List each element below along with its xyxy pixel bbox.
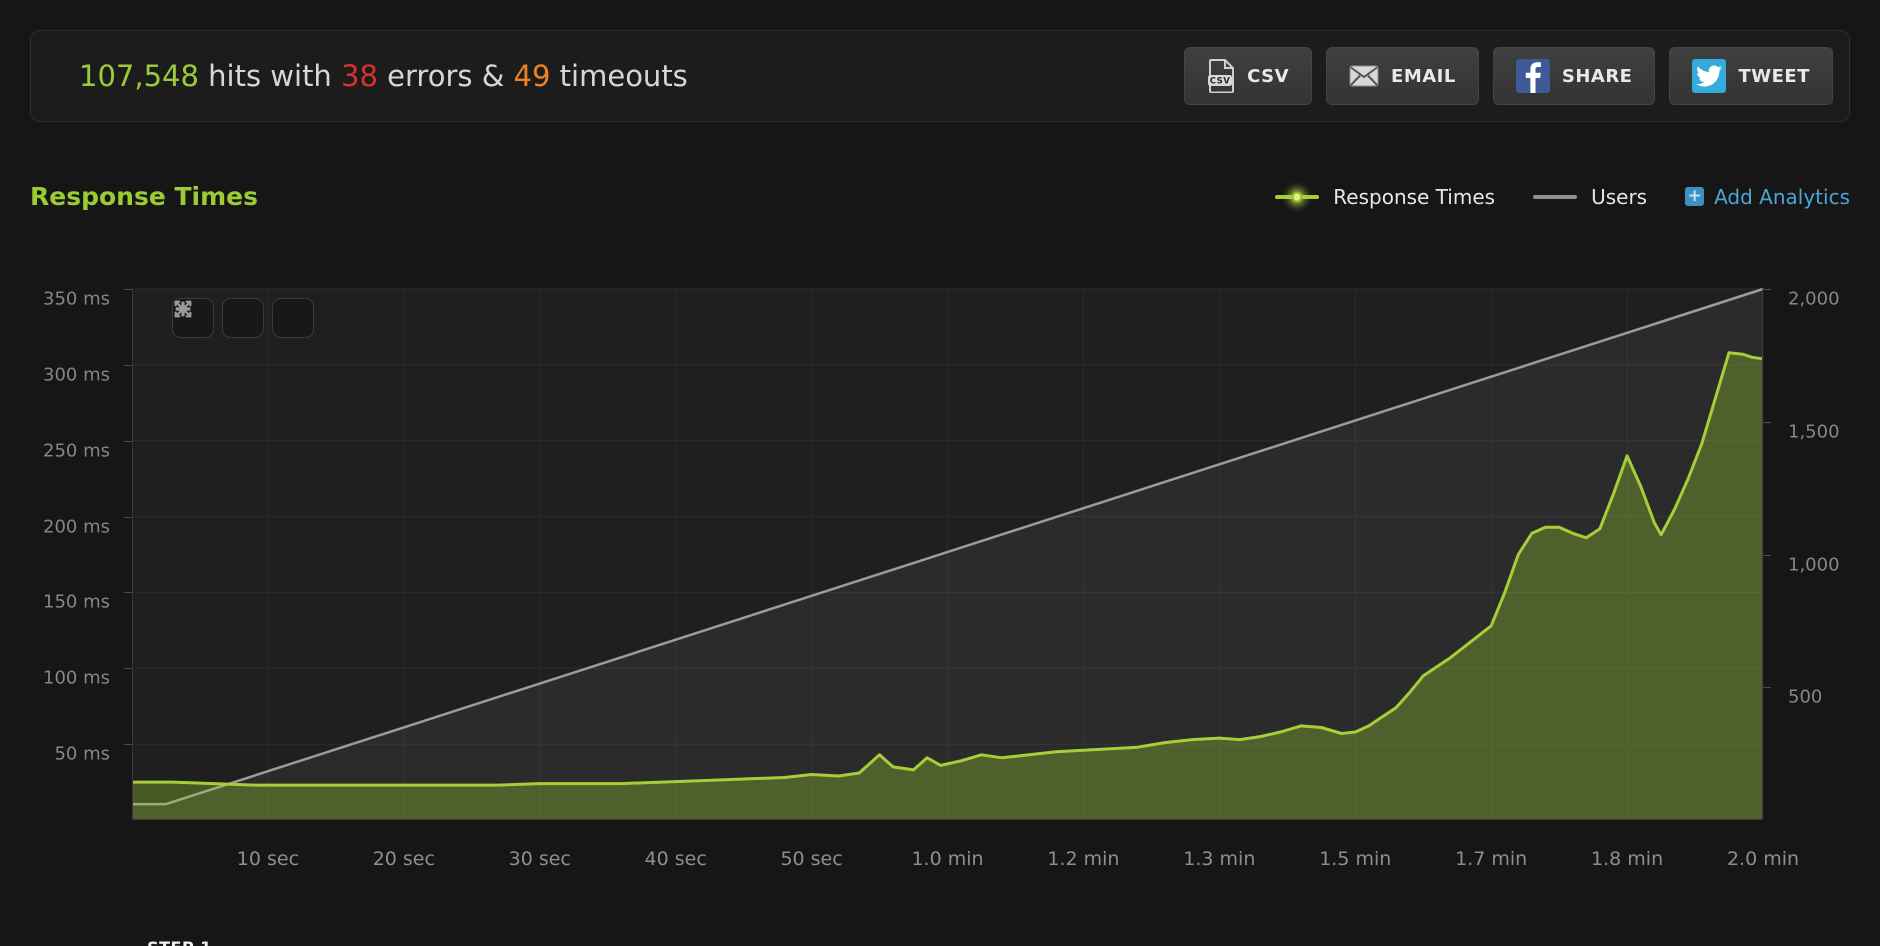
legend-response-times[interactable]: Response Times	[1275, 185, 1495, 209]
y-axis-label-right: 2,000	[1788, 288, 1840, 310]
x-axis-label: 1.3 min	[1183, 848, 1256, 870]
add-analytics-link[interactable]: + Add Analytics	[1685, 185, 1850, 209]
x-axis-label: 2.0 min	[1726, 848, 1800, 870]
x-axis-label: 20 sec	[372, 848, 435, 870]
x-axis-label: 50 sec	[780, 848, 843, 870]
y-axis-label-left: 350 ms	[43, 288, 110, 310]
timeouts-count: 49	[513, 59, 551, 93]
hits-count: 107,548	[79, 59, 199, 93]
chart-zoom-controls	[172, 298, 314, 338]
page-title: Response Times	[30, 182, 259, 211]
response-line-swatch-icon	[1275, 191, 1320, 202]
twitter-icon	[1692, 59, 1727, 93]
envelope-icon	[1349, 65, 1379, 87]
x-axis-label: 1.5 min	[1319, 848, 1392, 870]
legend-users[interactable]: Users	[1533, 185, 1647, 209]
x-axis-label: 30 sec	[508, 848, 571, 870]
zoom-in-icon[interactable]	[175, 298, 314, 338]
share-facebook-button[interactable]: SHARE	[1492, 47, 1656, 105]
csv-file-icon: CSV	[1207, 59, 1235, 93]
y-axis-label-left: 200 ms	[43, 516, 110, 538]
csv-button[interactable]: CSV CSV	[1184, 47, 1313, 105]
response-times-chart[interactable]: 50 ms 100 ms 150 ms 200 ms 250 ms 300 ms 350 m…	[43, 287, 1840, 870]
zoom-out-icon[interactable]	[175, 298, 264, 338]
x-axis-label: 40 sec	[644, 848, 707, 870]
hits-suffix: hits with	[198, 59, 342, 93]
tweet-button-label: TWEET	[1738, 65, 1810, 87]
chart-header-row: Response Times Response Times Users + Ad…	[30, 182, 1850, 211]
step-1-label: STEP 1	[135, 938, 224, 946]
y-axis-label-left: 250 ms	[43, 440, 110, 462]
email-button[interactable]: EMAIL	[1326, 47, 1479, 105]
tweet-button[interactable]: TWEET	[1669, 47, 1833, 105]
csv-button-label: CSV	[1247, 65, 1290, 87]
step-1-panel: STEP 1	[63, 938, 296, 946]
y-axis-label-left: 50 ms	[54, 743, 110, 765]
export-toolbar: CSV CSV EMAIL SHARE	[1184, 47, 1833, 105]
facebook-icon	[1515, 59, 1550, 93]
y-axis-label-right: 500	[1788, 686, 1823, 708]
share-button-label: SHARE	[1561, 65, 1633, 87]
errors-suffix: errors &	[377, 59, 514, 93]
svg-text:CSV: CSV	[1210, 77, 1231, 87]
legend-users-label: Users	[1591, 184, 1648, 209]
y-axis-label-left: 100 ms	[43, 667, 110, 689]
x-axis-label: 1.7 min	[1455, 848, 1528, 870]
users-line-swatch-icon	[1533, 194, 1578, 199]
y-axis-label-left: 150 ms	[43, 591, 110, 613]
expand-icon[interactable]	[172, 298, 214, 338]
legend-response-label: Response Times	[1333, 184, 1496, 209]
x-axis-label: 1.0 min	[911, 848, 984, 870]
y-axis-label-left: 300 ms	[43, 364, 110, 386]
y-axis-label-right: 1,000	[1788, 554, 1840, 575]
chart-legend: Response Times Users + Add Analytics	[1275, 185, 1850, 209]
add-analytics-label: Add Analytics	[1714, 184, 1850, 209]
x-axis-label: 1.8 min	[1591, 848, 1664, 870]
plus-icon: +	[1685, 187, 1705, 206]
errors-count: 38	[341, 59, 378, 93]
x-axis-label: 1.2 min	[1047, 848, 1120, 870]
x-axis-label: 10 sec	[236, 848, 300, 870]
y-axis-label-right: 1,500	[1788, 421, 1840, 443]
summary-header: 107,548 hits with 38 errors & 49 timeout…	[30, 30, 1850, 122]
summary-text: 107,548 hits with 38 errors & 49 timeout…	[79, 59, 688, 93]
timeouts-suffix: timeouts	[550, 59, 688, 93]
email-button-label: EMAIL	[1391, 65, 1456, 87]
chart-canvas[interactable]	[132, 287, 1764, 820]
